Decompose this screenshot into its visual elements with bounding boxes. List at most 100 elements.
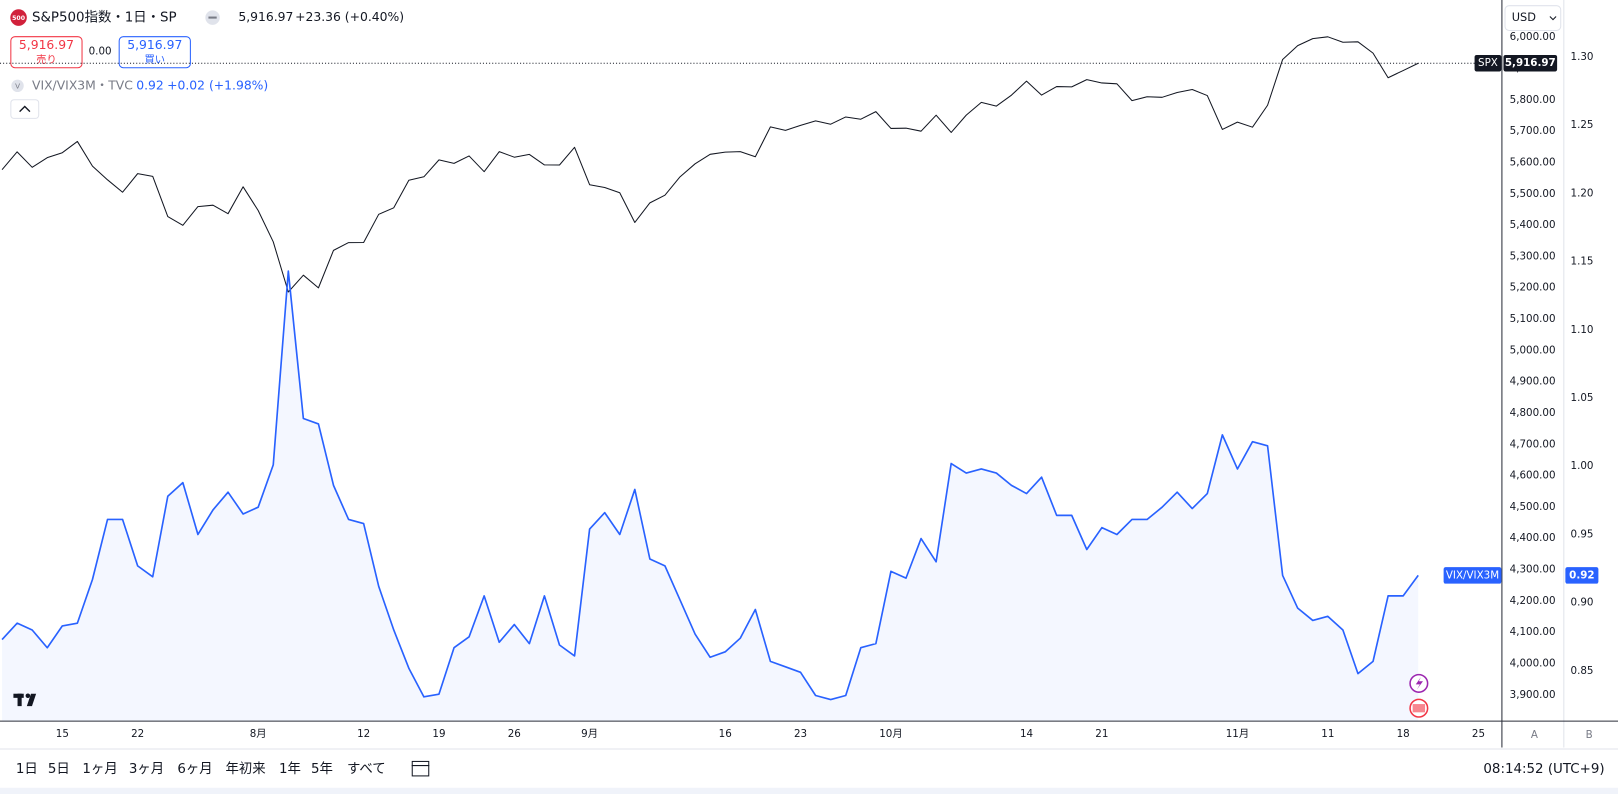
collapse-button[interactable] (10, 99, 40, 119)
y2-tick-label: 0.85 (1571, 665, 1594, 677)
x-tick-label: 11月 (1226, 728, 1249, 740)
buy-button[interactable] (118, 36, 191, 69)
period-button[interactable]: 1ヶ月 (82, 762, 117, 777)
price-label-name (1443, 567, 1502, 584)
x-tick-label: 23 (794, 728, 807, 740)
y2-tick-label: 0.95 (1571, 528, 1594, 540)
y-tick-label: 4,900.00 (1510, 376, 1556, 388)
y-tick-label: 4,100.00 (1510, 626, 1556, 638)
y-tick-label: 4,300.00 (1510, 564, 1556, 576)
series-area (2, 271, 1419, 721)
y-tick-label: 4,200.00 (1510, 595, 1556, 607)
tv-logo-part (25, 693, 31, 699)
currency-select[interactable] (1504, 5, 1562, 32)
period-button[interactable]: 年初来 (225, 761, 265, 777)
tv-logo-part (26, 693, 37, 707)
y2-tick-label: 1.20 (1571, 187, 1594, 199)
y-tick-label: 4,800.00 (1510, 407, 1556, 419)
currency-arrow (1549, 16, 1557, 21)
price-label (1565, 567, 1599, 584)
y-tick-label: 5,700.00 (1510, 125, 1556, 137)
y2-tick-label: 1.10 (1571, 324, 1594, 336)
y-tick-label: 4,000.00 (1510, 657, 1556, 669)
sell-button[interactable] (10, 36, 83, 69)
vix-change: +0.02 (+1.98%) (167, 77, 268, 92)
x-tick-label: 22 (131, 728, 144, 740)
x-tick-label: 8月 (250, 728, 267, 740)
y-tick-label: 4,500.00 (1510, 501, 1556, 513)
x-tick-label: 9月 (581, 728, 598, 740)
vix-icon-text: V (15, 81, 20, 90)
y2-tick-label: 1.15 (1571, 256, 1594, 268)
y2-tick-label: 1.25 (1571, 119, 1594, 131)
period-button[interactable]: 1日 (16, 762, 38, 777)
x-tick-label: 14 (1020, 728, 1033, 740)
price-change: +23.36 (+0.40%) (295, 9, 404, 24)
y2-tick-label: 0.90 (1571, 597, 1594, 609)
x-tick-label: 10月 (879, 728, 902, 740)
sell-label: 売り (36, 53, 57, 66)
y2-tick-label: 1.00 (1571, 460, 1594, 472)
flag-icon (1412, 704, 1426, 713)
y-tick-label: 4,600.00 (1510, 470, 1556, 482)
period-button[interactable]: 3ヶ月 (129, 762, 164, 777)
x-tick-label: 11 (1321, 728, 1334, 740)
series-line (1, 36, 1419, 293)
y-tick-label: 5,300.00 (1510, 250, 1556, 262)
collapse-icon (19, 105, 31, 113)
symbol-title: S&P500指数・1日・SP (32, 10, 177, 26)
y-tick-label: 5,100.00 (1510, 313, 1556, 325)
buy-price: 5,916.97 (127, 37, 182, 52)
vix-value: 0.92 (136, 77, 164, 92)
period-button[interactable]: 1年 (279, 761, 301, 777)
scale-button[interactable]: A (1531, 729, 1538, 741)
y-tick-label: 5,000.00 (1510, 344, 1556, 356)
scale-button[interactable]: B (1586, 729, 1593, 741)
x-tick-label: 15 (56, 728, 69, 740)
tv-logo-part (17, 693, 22, 707)
y-tick-label: 5,800.00 (1510, 94, 1556, 106)
last-price: 5,916.97 (238, 9, 293, 24)
y2-tick-label: 1.05 (1571, 392, 1594, 404)
vix-icon (11, 79, 24, 93)
x-tick-label: 18 (1397, 728, 1410, 740)
calendar-frame (411, 760, 430, 777)
y-tick-label: 5,200.00 (1510, 282, 1556, 294)
price-label-name (1474, 54, 1502, 72)
period-button[interactable]: 5日 (48, 762, 70, 777)
period-button[interactable]: すべて (347, 761, 386, 777)
market-status-icon (208, 16, 217, 19)
y-tick-label: 5,600.00 (1510, 156, 1556, 168)
period-button[interactable]: 5年 (311, 761, 333, 777)
y-tick-label: 4,400.00 (1510, 532, 1556, 544)
x-tick-label: 16 (719, 728, 732, 740)
sell-price: 5,916.97 (19, 37, 74, 52)
calendar-icon[interactable] (411, 760, 430, 777)
buy-label: 買い (144, 54, 165, 66)
plot (1, 36, 1419, 721)
x-tick-label: 19 (432, 728, 445, 740)
bottom-edge (0, 787, 1618, 794)
y2-tick-label: 1.30 (1571, 51, 1594, 63)
y-tick-label: 6,000.00 (1510, 31, 1556, 43)
y-tick-label: 4,700.00 (1510, 438, 1556, 450)
currency: USD (1512, 10, 1537, 24)
price-label (1503, 54, 1558, 72)
price-label-text: 0.92 (1569, 569, 1594, 581)
event-icon-bolt (1415, 677, 1423, 690)
symbol-logo-text: 500 (12, 15, 26, 22)
period-button[interactable]: 6ヶ月 (177, 762, 212, 777)
price-label-name-text: SPX (1478, 57, 1498, 69)
y-tick-label: 3,900.00 (1510, 689, 1556, 701)
spread: 0.00 (89, 46, 112, 58)
x-tick-label: 12 (357, 728, 370, 740)
y-tick-label: 5,500.00 (1510, 188, 1556, 200)
vix-title: VIX/VIX3M・TVC (32, 77, 133, 92)
price-label-text: 5,916.97 (1505, 57, 1556, 69)
price-label-name-text: VIX/VIX3M (1446, 569, 1499, 581)
clock: 08:14:52 (UTC+9) (1483, 762, 1604, 777)
tv-logo (13, 693, 37, 707)
x-tick-label: 25 (1472, 728, 1485, 740)
